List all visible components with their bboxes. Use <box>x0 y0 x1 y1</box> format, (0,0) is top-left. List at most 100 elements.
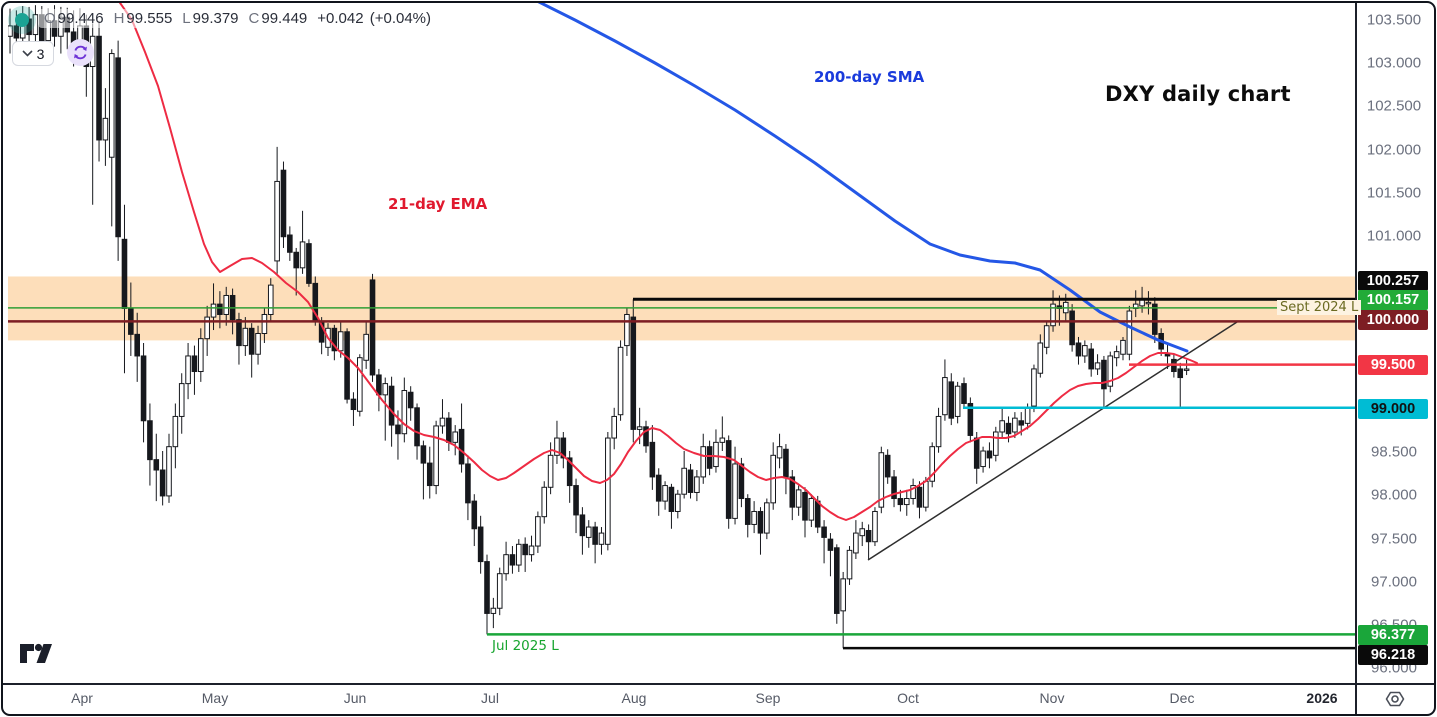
price-label-100.157: 100.157 <box>1358 290 1428 310</box>
interval-value: 3 <box>36 45 45 62</box>
high-value: 99.555 <box>126 10 173 27</box>
candle-body <box>153 459 160 471</box>
candle-body <box>134 333 140 357</box>
candle-body <box>598 532 605 545</box>
candle-body <box>948 381 955 419</box>
low-value: 99.379 <box>192 10 239 27</box>
chart-settings-gear-icon <box>1385 691 1405 707</box>
candle-body <box>1082 345 1088 357</box>
candle-body <box>401 390 408 435</box>
candle-body <box>191 355 198 373</box>
candle-body <box>147 420 153 461</box>
candle-body <box>967 402 974 436</box>
candle-body <box>585 526 592 538</box>
candle-body <box>993 431 999 456</box>
price-tick-102.500: 102.500 <box>1366 97 1422 115</box>
ohlc-legend[interactable]: O 99.446 H 99.555 L 99.379 C 99.449 +0.042 (+0.0… <box>38 9 440 28</box>
candle-body <box>1050 303 1056 327</box>
candle-body <box>236 319 242 347</box>
candle-body <box>1031 368 1037 407</box>
candle-body <box>261 313 268 334</box>
time-axis[interactable]: Apr May Jun Jul Aug Sep Oct Nov Dec 2026 <box>2 685 1355 713</box>
candle-body <box>694 476 700 493</box>
candle-body <box>725 440 732 519</box>
candle-body <box>420 445 427 464</box>
candle-body <box>789 476 796 508</box>
candle-body <box>376 374 382 396</box>
refresh-icon <box>74 45 87 60</box>
symbol-dot-core <box>15 13 29 27</box>
candle-body <box>96 35 102 141</box>
price-label-96.377: 96.377 <box>1358 625 1428 645</box>
rising-trendline[interactable] <box>867 321 1238 561</box>
candle-body <box>363 333 369 361</box>
candle-body <box>299 241 306 269</box>
candle-body <box>891 476 897 500</box>
time-tick-Aug: Aug <box>621 690 647 706</box>
candle-body <box>509 554 516 566</box>
candle-body <box>573 485 579 516</box>
candle-body <box>280 169 287 238</box>
open-value: 99.446 <box>57 10 104 27</box>
refresh-button[interactable] <box>67 39 94 66</box>
price-axis[interactable]: 103.500 103.000 102.500 102.000 101.500 101.0… <box>1357 2 1431 683</box>
candle-body <box>706 446 713 469</box>
candle-body <box>8 25 13 37</box>
candle-body <box>1075 342 1082 357</box>
candle-body <box>700 446 707 478</box>
plot-area[interactable] <box>8 0 1355 650</box>
price-axis-separator <box>1355 2 1357 715</box>
candle-body <box>516 543 522 566</box>
candle-body <box>185 355 191 385</box>
time-tick-Nov: Nov <box>1039 690 1065 706</box>
time-tick-Dec: Dec <box>1169 690 1195 706</box>
candle-body <box>446 417 452 443</box>
candle-body <box>140 355 147 422</box>
candle-body <box>853 532 859 554</box>
price-tick-101.000: 101.000 <box>1366 227 1422 245</box>
candle-body <box>1126 310 1133 355</box>
candle-body <box>554 437 560 456</box>
candle-body <box>655 474 662 502</box>
high-label: H <box>113 10 125 27</box>
candle-body <box>1113 351 1120 359</box>
interval-dropdown-button[interactable]: 3 <box>12 41 54 66</box>
candle-body <box>1024 407 1031 424</box>
candle-body <box>713 441 719 468</box>
price-label-96.218: 96.218 <box>1358 645 1428 665</box>
candle-body <box>477 526 484 563</box>
symbol-status-dot <box>8 6 36 34</box>
candle-body <box>357 357 363 412</box>
candlestick-series <box>8 5 1190 649</box>
candle-body <box>178 383 185 417</box>
low-label: L <box>182 10 191 27</box>
candle-body <box>102 117 109 141</box>
candle-body <box>465 463 471 504</box>
candle-body <box>814 500 821 528</box>
tradingview-logo-icon[interactable] <box>19 642 55 666</box>
candle-body <box>980 450 986 468</box>
candle-body <box>624 313 630 347</box>
candle-body <box>732 463 738 519</box>
candle-body <box>566 457 573 487</box>
candle-body <box>331 327 338 352</box>
candle-body <box>910 485 916 500</box>
price-tick-101.500: 101.500 <box>1366 184 1422 202</box>
time-tick-Oct: Oct <box>897 690 919 706</box>
candle-body <box>1012 417 1018 433</box>
candle-body <box>961 383 967 404</box>
candle-body <box>287 234 293 253</box>
candle-body <box>395 424 401 435</box>
candle-body <box>522 543 528 556</box>
axis-settings-corner[interactable] <box>1357 685 1433 713</box>
price-tick-97.500: 97.500 <box>1371 530 1417 548</box>
close-value: 99.449 <box>261 10 308 27</box>
candle-body <box>350 398 357 411</box>
price-label-99.500: 99.500 <box>1358 355 1428 375</box>
candle-body <box>217 303 223 315</box>
candle-body <box>840 578 846 612</box>
candle-body <box>255 332 261 355</box>
change-percent: (+0.04%) <box>369 10 432 27</box>
